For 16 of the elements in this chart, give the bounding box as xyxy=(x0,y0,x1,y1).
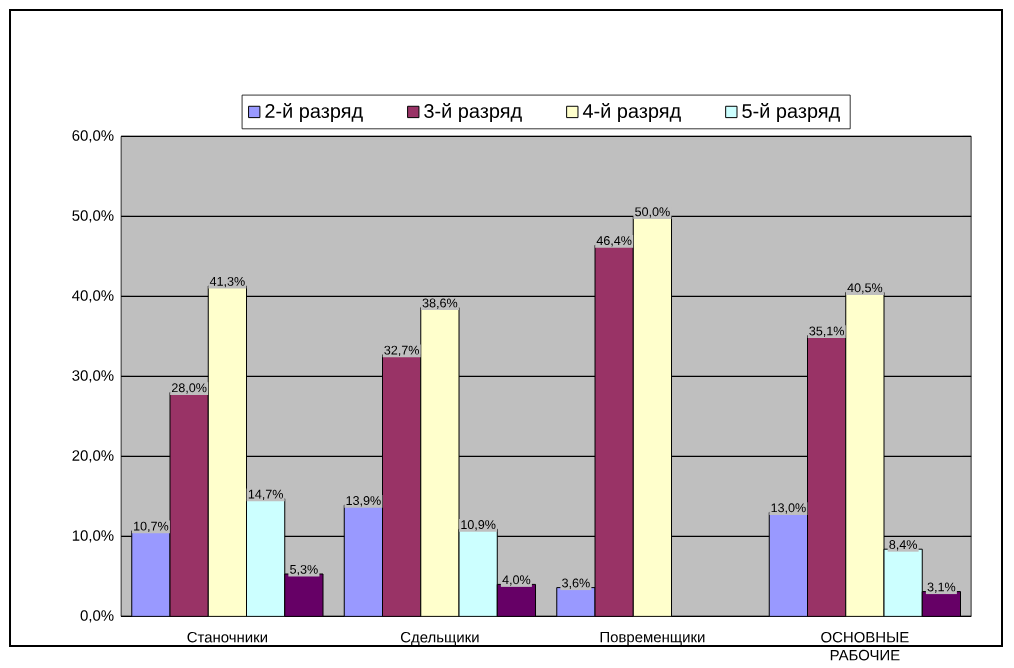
bar xyxy=(594,245,634,617)
bar xyxy=(845,292,885,617)
bar xyxy=(768,512,809,617)
legend-label: 3-й разряд xyxy=(424,103,522,123)
bar xyxy=(632,216,673,617)
legend-label: 5-й разряд xyxy=(742,103,840,123)
legend-label: 4-й разряд xyxy=(582,103,681,123)
legend-label: 2-й разряд xyxy=(265,103,363,123)
bar xyxy=(207,285,248,617)
bar xyxy=(382,354,422,617)
bar xyxy=(131,530,171,617)
bar xyxy=(284,573,324,617)
bar xyxy=(169,392,209,617)
bar xyxy=(420,307,460,617)
bar xyxy=(343,505,384,617)
bar xyxy=(807,335,847,617)
